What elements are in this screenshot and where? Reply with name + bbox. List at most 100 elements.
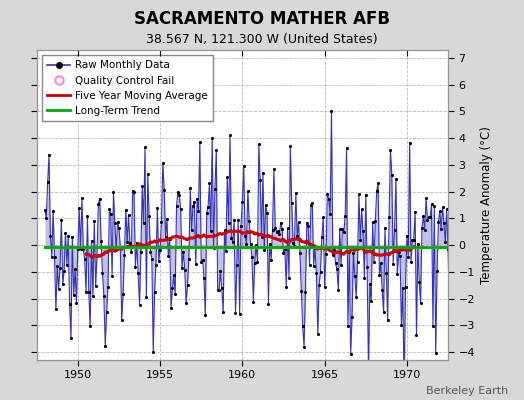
Point bbox=[97, 238, 105, 244]
Point bbox=[342, 145, 351, 151]
Point bbox=[194, 207, 203, 214]
Point bbox=[90, 218, 99, 224]
Point bbox=[223, 174, 232, 180]
Point bbox=[367, 297, 375, 304]
Point bbox=[305, 262, 314, 268]
Point bbox=[346, 350, 355, 357]
Point bbox=[323, 190, 332, 197]
Point bbox=[410, 236, 418, 243]
Point bbox=[375, 272, 384, 278]
Point bbox=[440, 220, 448, 226]
Point bbox=[348, 314, 356, 320]
Point bbox=[366, 281, 374, 288]
Point bbox=[188, 227, 196, 234]
Point bbox=[397, 322, 406, 329]
Point bbox=[168, 285, 177, 292]
Point bbox=[137, 248, 145, 255]
Point bbox=[175, 192, 183, 198]
Point bbox=[60, 268, 68, 274]
Point bbox=[396, 253, 404, 259]
Point bbox=[182, 300, 190, 306]
Point bbox=[292, 190, 300, 196]
Point bbox=[84, 289, 93, 296]
Point bbox=[43, 179, 52, 185]
Point bbox=[435, 208, 444, 215]
Point bbox=[384, 317, 392, 323]
Point bbox=[104, 284, 112, 290]
Point bbox=[399, 284, 407, 291]
Point bbox=[184, 256, 193, 262]
Point bbox=[157, 219, 166, 226]
Point bbox=[246, 241, 255, 247]
Point bbox=[117, 316, 126, 323]
Point bbox=[381, 225, 389, 231]
Point bbox=[105, 205, 114, 212]
Point bbox=[139, 220, 148, 227]
Point bbox=[426, 214, 434, 221]
Point bbox=[160, 187, 168, 193]
Point bbox=[202, 210, 211, 217]
Point bbox=[61, 230, 70, 236]
Point bbox=[179, 248, 188, 255]
Point bbox=[82, 289, 90, 295]
Point bbox=[42, 214, 50, 221]
Point bbox=[451, 216, 459, 222]
Point bbox=[81, 256, 89, 262]
Point bbox=[208, 135, 216, 141]
Point bbox=[294, 219, 303, 226]
Point bbox=[250, 259, 259, 266]
Point bbox=[423, 217, 432, 224]
Point bbox=[260, 246, 268, 253]
Point bbox=[359, 228, 367, 234]
Point bbox=[406, 140, 414, 146]
Point bbox=[404, 254, 412, 260]
Point bbox=[242, 241, 250, 248]
Point bbox=[271, 225, 279, 231]
Point bbox=[411, 209, 419, 215]
Point bbox=[301, 289, 310, 295]
Point bbox=[152, 262, 160, 268]
Point bbox=[439, 204, 447, 210]
Point bbox=[161, 234, 170, 240]
Point bbox=[231, 310, 239, 316]
Point bbox=[448, 264, 456, 271]
Point bbox=[302, 220, 311, 226]
Point bbox=[349, 250, 357, 256]
Point bbox=[389, 260, 397, 267]
Point bbox=[341, 213, 350, 220]
Point bbox=[374, 179, 383, 186]
Point bbox=[192, 261, 200, 268]
Point bbox=[234, 216, 243, 223]
Point bbox=[134, 269, 143, 276]
Point bbox=[123, 239, 132, 246]
Point bbox=[256, 177, 265, 184]
Point bbox=[108, 273, 116, 280]
Point bbox=[195, 138, 204, 145]
Point bbox=[49, 207, 57, 214]
Point bbox=[307, 202, 315, 208]
Point bbox=[124, 212, 133, 218]
Point bbox=[282, 284, 290, 290]
Point bbox=[356, 237, 365, 243]
Point bbox=[378, 287, 386, 293]
Point bbox=[418, 224, 426, 231]
Point bbox=[264, 300, 272, 307]
Point bbox=[255, 141, 263, 147]
Point bbox=[200, 275, 208, 282]
Point bbox=[362, 192, 370, 198]
Point bbox=[259, 170, 267, 176]
Point bbox=[237, 222, 245, 229]
Point bbox=[193, 196, 201, 202]
Point bbox=[428, 201, 436, 208]
Point bbox=[442, 206, 451, 212]
Point bbox=[328, 108, 336, 114]
Point bbox=[329, 252, 337, 258]
Point bbox=[304, 223, 312, 229]
Legend: Raw Monthly Data, Quality Control Fail, Five Year Moving Average, Long-Term Tren: Raw Monthly Data, Quality Control Fail, … bbox=[42, 55, 213, 121]
Point bbox=[88, 237, 96, 244]
Point bbox=[310, 262, 318, 269]
Point bbox=[351, 273, 359, 279]
Point bbox=[382, 270, 390, 276]
Point bbox=[417, 300, 425, 306]
Point bbox=[215, 287, 223, 293]
